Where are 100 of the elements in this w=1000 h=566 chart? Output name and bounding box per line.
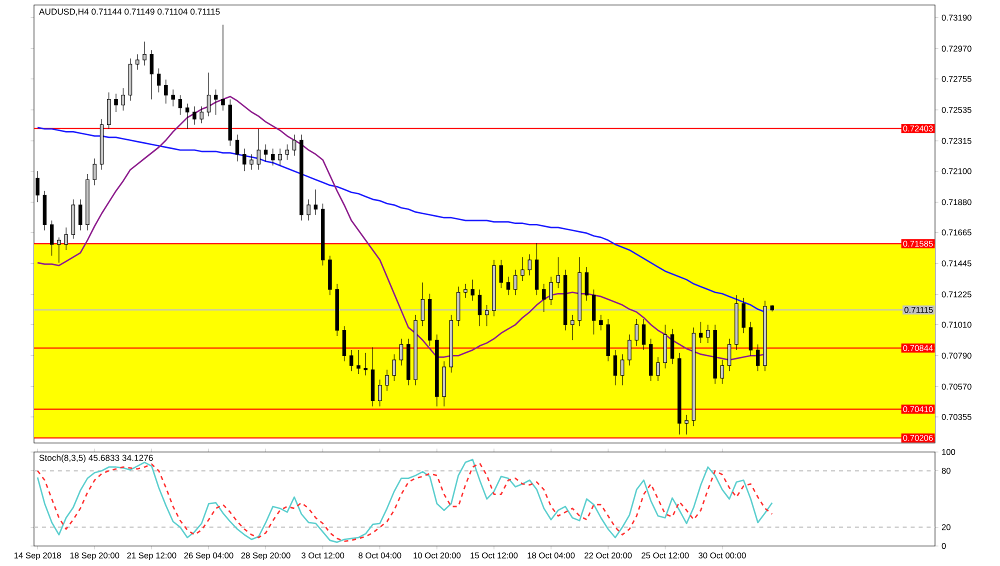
- candlestick: [478, 289, 482, 326]
- candlestick: [356, 350, 360, 374]
- candlestick: [742, 298, 746, 334]
- candlestick: [335, 284, 339, 336]
- candlestick: [92, 158, 96, 186]
- candlestick: [678, 352, 682, 435]
- candlestick: [727, 338, 732, 372]
- ref-line-label: 0.71585: [903, 240, 933, 247]
- candlestick: [399, 338, 404, 366]
- x-tick-label: 26 Sep 04:00: [184, 552, 234, 560]
- candlestick: [64, 227, 68, 250]
- candlestick: [770, 304, 774, 312]
- x-tick-label: 18 Oct 04:00: [528, 552, 575, 558]
- y-tick-label: 20: [942, 524, 950, 530]
- y-tick-label: 80: [942, 468, 950, 474]
- y-tick-label: 0.72535: [942, 106, 972, 113]
- candlestick: [271, 148, 275, 166]
- y-tick-label: 100: [942, 449, 956, 455]
- candlestick: [314, 189, 318, 216]
- candlestick: [514, 269, 518, 296]
- candlestick: [136, 54, 140, 70]
- candlestick: [620, 354, 624, 386]
- y-tick-label: 0: [942, 543, 946, 549]
- candlestick: [206, 72, 211, 117]
- candlestick: [684, 414, 688, 435]
- candlestick: [449, 314, 454, 373]
- candlestick: [392, 354, 396, 382]
- x-tick-label: 25 Oct 12:00: [642, 552, 689, 558]
- candlestick: [86, 174, 90, 231]
- candlestick: [320, 203, 325, 266]
- x-tick-label: 22 Oct 20:00: [584, 552, 632, 558]
- candlestick: [606, 318, 610, 362]
- candlestick: [378, 379, 382, 407]
- candlestick: [634, 318, 638, 346]
- chart-title: Stoch(8,3,5) 45.6833 34.1276: [39, 454, 153, 463]
- ref-line-label: 0.71115: [904, 306, 933, 313]
- y-tick-label: 0.71010: [942, 322, 972, 328]
- candlestick: [385, 369, 389, 392]
- candlestick: [542, 284, 546, 312]
- candlestick: [256, 128, 261, 170]
- x-tick-label: 15 Oct 12:00: [470, 552, 518, 558]
- candlestick: [285, 144, 290, 160]
- y-tick-label: 0.70355: [942, 414, 972, 420]
- candlestick: [342, 326, 346, 362]
- candlestick: [549, 276, 553, 306]
- y-tick-label: 0.72970: [942, 46, 972, 52]
- candlestick: [278, 148, 282, 166]
- candlestick: [464, 284, 468, 298]
- candlestick: [42, 190, 47, 231]
- candlestick: [628, 334, 632, 366]
- candlestick: [121, 88, 126, 111]
- candlestick: [442, 361, 446, 407]
- candlestick: [100, 118, 104, 170]
- candlestick: [584, 266, 589, 302]
- candlestick: [178, 94, 182, 116]
- chart-title: AUDUSD,H4 0.71144 0.71149 0.71104 0.71115: [38, 8, 220, 16]
- candlestick: [185, 103, 190, 130]
- candlestick: [250, 154, 254, 170]
- candlestick: [599, 314, 603, 331]
- candlestick: [242, 148, 246, 172]
- y-tick-label: 0.72100: [942, 168, 972, 174]
- ref-line-label: 0.70844: [903, 345, 933, 352]
- candlestick: [756, 344, 760, 372]
- candlestick: [506, 276, 510, 296]
- candlestick: [228, 99, 232, 146]
- y-tick-label: 0.70790: [942, 352, 972, 359]
- x-tick-label: 28 Sep 20:00: [241, 552, 290, 560]
- candlestick: [349, 350, 354, 372]
- x-tick-label: 10 Oct 20:00: [414, 552, 461, 558]
- candlestick: [499, 260, 503, 288]
- candlestick: [592, 289, 596, 335]
- y-tick-label: 0.71665: [942, 229, 972, 236]
- candlestick: [534, 242, 539, 296]
- candlestick: [221, 24, 225, 111]
- candlestick: [150, 50, 154, 100]
- candlestick: [528, 254, 532, 276]
- candlestick: [114, 93, 118, 112]
- candlestick: [406, 338, 410, 386]
- x-tick-label: 18 Sep 20:00: [70, 552, 120, 560]
- candlestick: [292, 134, 296, 156]
- candlestick: [50, 220, 54, 256]
- x-tick-label: 14 Sep 2018: [14, 552, 61, 560]
- candlestick: [414, 314, 418, 386]
- candlestick: [264, 144, 268, 162]
- candlestick: [235, 134, 240, 162]
- candlestick: [107, 92, 111, 130]
- candlestick: [435, 334, 439, 407]
- candlestick: [720, 360, 724, 384]
- ref-line-label: 0.70410: [903, 406, 933, 412]
- candlestick: [706, 324, 710, 344]
- candlestick: [300, 134, 304, 221]
- candlestick: [214, 89, 218, 116]
- candlestick: [128, 58, 132, 102]
- candlestick: [556, 256, 560, 288]
- candlestick: [78, 199, 82, 231]
- candlestick: [748, 322, 753, 356]
- candlestick: [428, 293, 432, 346]
- candlestick: [713, 324, 717, 384]
- candlestick: [156, 68, 161, 93]
- candlestick: [670, 328, 674, 364]
